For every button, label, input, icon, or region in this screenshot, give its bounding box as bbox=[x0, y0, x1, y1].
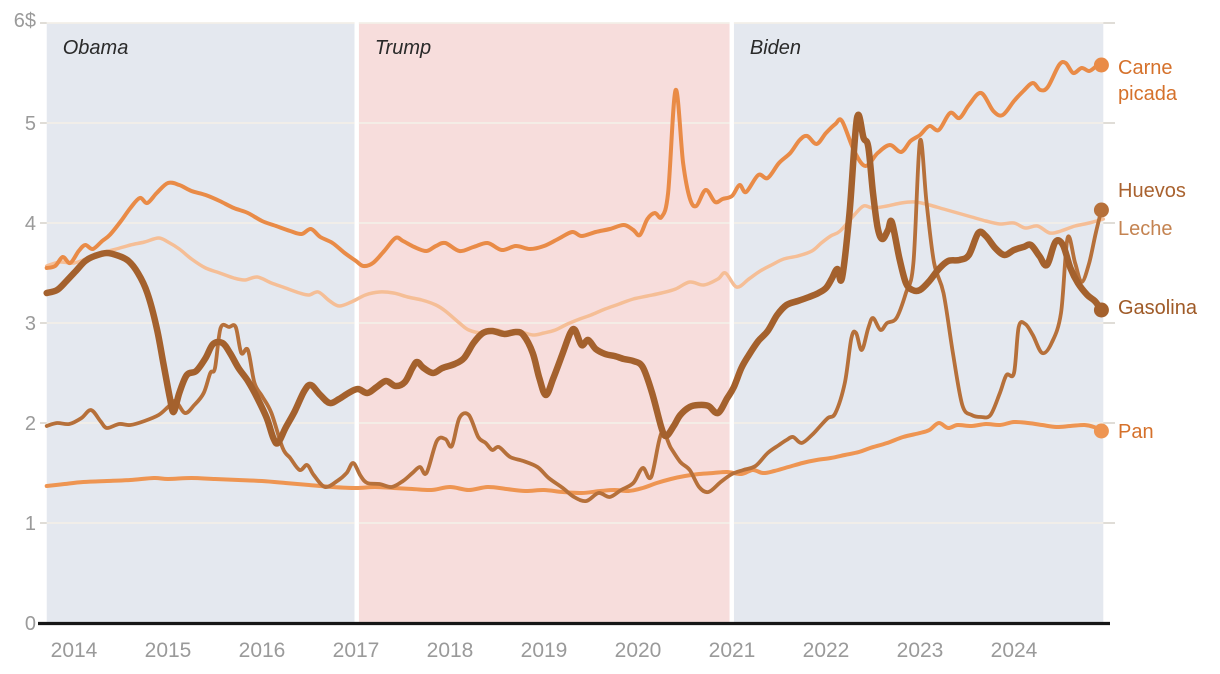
y-axis-label-2: 2 bbox=[25, 413, 36, 435]
series-label-pan: Pan bbox=[1118, 421, 1154, 443]
x-axis-label-2014: 2014 bbox=[51, 639, 98, 662]
series-line-carne-picada bbox=[44, 60, 1104, 270]
series-end-dot-carne-picada bbox=[1093, 57, 1109, 73]
y-axis-label-0: 0 bbox=[25, 613, 36, 635]
y-axis-label-6: 6$ bbox=[14, 10, 36, 32]
x-axis-label-2020: 2020 bbox=[615, 639, 662, 662]
series-label-text: Huevos bbox=[1118, 180, 1186, 202]
y-axis-label-5: 5 bbox=[25, 113, 36, 135]
series-label-leche: Leche bbox=[1118, 218, 1173, 240]
series-label-text: Gasolina bbox=[1118, 297, 1198, 319]
series-label-text: Pan bbox=[1118, 421, 1154, 443]
series-line-pan bbox=[44, 419, 1104, 496]
series-label-text: picada bbox=[1118, 83, 1178, 105]
x-axis-label-2016: 2016 bbox=[239, 639, 286, 662]
era-divider bbox=[354, 22, 359, 624]
x-axis-label-2019: 2019 bbox=[521, 639, 568, 662]
series-end-dot-pan bbox=[1093, 423, 1109, 439]
series-label-gasolina: Gasolina bbox=[1118, 297, 1198, 319]
y-axis-label-1: 1 bbox=[25, 513, 36, 535]
y-axis-label-3: 3 bbox=[25, 313, 36, 335]
x-axis-label-2024: 2024 bbox=[991, 639, 1038, 662]
x-axis-label-2021: 2021 bbox=[709, 639, 756, 662]
series-label-carne-picada: Carne picada bbox=[1118, 57, 1178, 105]
series-end-dot-huevos bbox=[1093, 202, 1109, 218]
series-line-huevos bbox=[44, 137, 1104, 504]
era-label-trump: Trump bbox=[375, 37, 431, 59]
series-line-gasolina bbox=[43, 111, 1105, 447]
era-label-biden: Biden bbox=[750, 37, 801, 59]
series-label-text: Carne bbox=[1118, 57, 1172, 79]
x-axis-label-2015: 2015 bbox=[145, 639, 192, 662]
x-axis-label-2023: 2023 bbox=[897, 639, 944, 662]
series-end-dot-gasolina bbox=[1093, 302, 1109, 318]
era-label-obama: Obama bbox=[63, 37, 129, 59]
series-label-text: Leche bbox=[1118, 218, 1173, 240]
x-axis-label-2017: 2017 bbox=[333, 639, 380, 662]
era-divider bbox=[729, 22, 734, 624]
x-axis-label-2022: 2022 bbox=[803, 639, 850, 662]
y-axis-label-4: 4 bbox=[25, 213, 36, 235]
series-label-huevos: Huevos bbox=[1118, 180, 1186, 202]
x-axis-label-2018: 2018 bbox=[427, 639, 474, 662]
